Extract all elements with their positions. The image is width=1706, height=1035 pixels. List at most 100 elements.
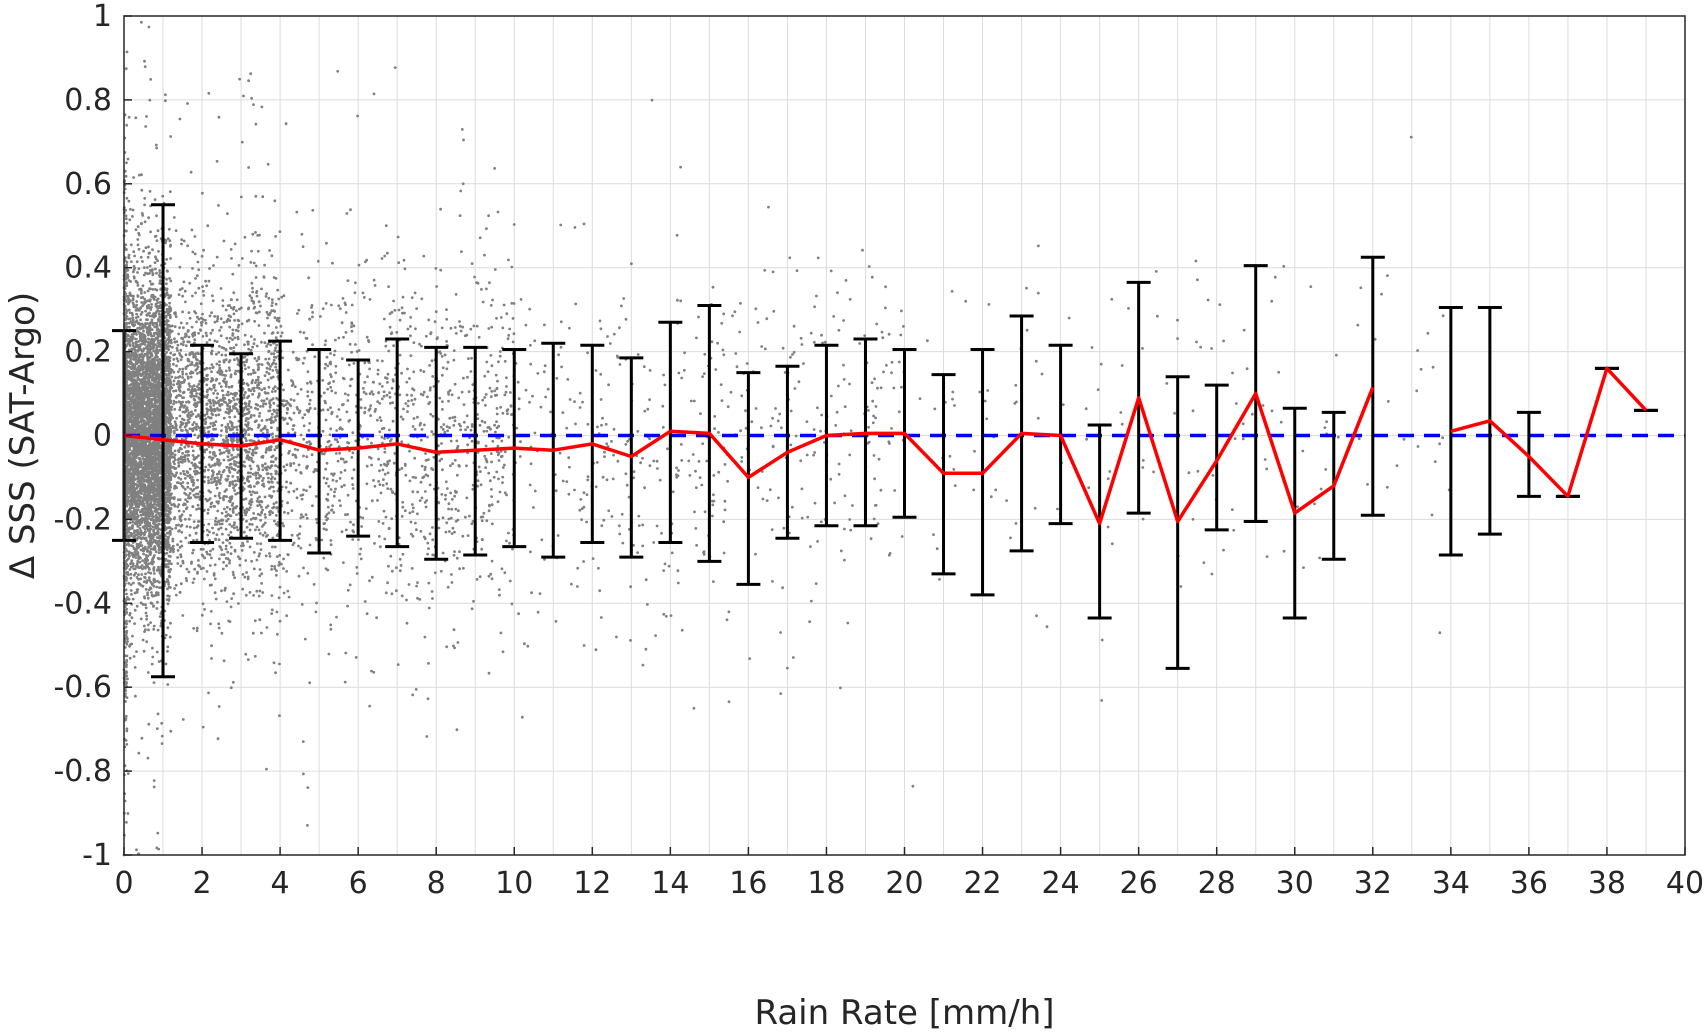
scatter-point <box>241 541 245 545</box>
scatter-point <box>1222 339 1225 343</box>
scatter-point <box>376 499 379 502</box>
scatter-point <box>409 532 413 536</box>
scatter-point <box>1087 486 1091 490</box>
scatter-point <box>1100 638 1104 642</box>
scatter-point <box>274 573 278 577</box>
scatter-point <box>740 460 743 463</box>
scatter-point <box>465 464 468 468</box>
scatter-point <box>209 549 212 553</box>
scatter-point <box>1386 274 1389 277</box>
scatter-point <box>252 567 256 571</box>
scatter-point <box>302 424 306 428</box>
scatter-point <box>264 357 268 361</box>
scatter-point <box>1438 631 1442 635</box>
scatter-point <box>456 641 460 644</box>
scatter-point <box>802 362 805 365</box>
scatter-point <box>127 581 131 585</box>
scatter-point <box>499 405 503 409</box>
scatter-point <box>664 614 668 618</box>
scatter-point <box>171 443 175 447</box>
scatter-point <box>429 412 433 416</box>
scatter-point <box>181 614 185 617</box>
scatter-point <box>266 316 269 320</box>
scatter-point <box>204 279 208 283</box>
scatter-point <box>166 649 169 653</box>
scatter-point <box>625 483 629 487</box>
scatter-point <box>132 506 136 510</box>
scatter-point <box>401 295 405 299</box>
scatter-point <box>250 380 254 384</box>
scatter-point <box>529 550 532 554</box>
scatter-point <box>507 435 511 439</box>
scatter-point <box>722 520 726 524</box>
scatter-point <box>392 379 395 383</box>
scatter-point <box>322 556 326 560</box>
scatter-point <box>218 382 221 385</box>
scatter-point <box>179 564 183 568</box>
scatter-point <box>135 562 139 566</box>
scatter-point <box>336 459 340 463</box>
scatter-point <box>842 363 845 367</box>
scatter-point <box>156 301 160 305</box>
scatter-point <box>232 312 236 316</box>
scatter-point <box>174 229 178 233</box>
scatter-point <box>692 706 696 710</box>
scatter-point <box>146 255 150 259</box>
scatter-point <box>254 122 258 126</box>
scatter-point <box>193 433 197 437</box>
scatter-point <box>874 416 877 420</box>
scatter-point <box>369 414 372 417</box>
scatter-point <box>140 573 144 576</box>
scatter-point <box>128 613 132 617</box>
scatter-point <box>390 517 394 521</box>
scatter-point <box>324 418 328 422</box>
scatter-point <box>228 304 232 307</box>
scatter-point <box>771 445 775 449</box>
scatter-point <box>524 388 528 392</box>
scatter-point <box>501 481 504 484</box>
scatter-point <box>510 265 514 269</box>
scatter-point <box>129 260 133 263</box>
scatter-point <box>471 487 475 491</box>
scatter-point <box>264 295 268 298</box>
scatter-point <box>154 267 157 271</box>
scatter-point <box>251 387 255 390</box>
scatter-point <box>170 408 173 412</box>
scatter-point <box>499 316 503 319</box>
scatter-point <box>412 402 415 406</box>
scatter-point <box>155 650 159 654</box>
scatter-point <box>495 412 499 416</box>
scatter-point <box>245 382 249 386</box>
scatter-point <box>152 627 156 631</box>
scatter-point <box>274 671 277 675</box>
scatter-point <box>237 319 241 323</box>
scatter-point <box>147 722 151 726</box>
scatter-point <box>228 541 232 545</box>
scatter-point <box>1014 522 1018 525</box>
scatter-point <box>549 410 552 414</box>
scatter-point <box>195 392 199 395</box>
scatter-point <box>214 413 218 417</box>
scatter-point <box>652 459 656 463</box>
scatter-point <box>621 541 625 545</box>
scatter-point <box>219 526 223 530</box>
scatter-point <box>567 492 571 496</box>
scatter-point <box>489 452 493 455</box>
scatter-point <box>278 714 281 718</box>
scatter-point <box>1176 337 1179 340</box>
scatter-point <box>138 527 142 530</box>
scatter-point <box>340 427 344 431</box>
scatter-point <box>259 542 263 546</box>
scatter-point <box>226 212 229 216</box>
scatter-point <box>820 413 824 417</box>
scatter-point <box>637 524 641 527</box>
scatter-point <box>140 188 144 192</box>
scatter-point <box>192 421 196 424</box>
scatter-point <box>225 336 229 340</box>
scatter-point <box>648 437 651 441</box>
scatter-point <box>149 230 153 234</box>
scatter-point <box>363 380 367 384</box>
scatter-point <box>213 577 217 581</box>
scatter-point <box>254 276 258 279</box>
scatter-point <box>248 447 252 451</box>
